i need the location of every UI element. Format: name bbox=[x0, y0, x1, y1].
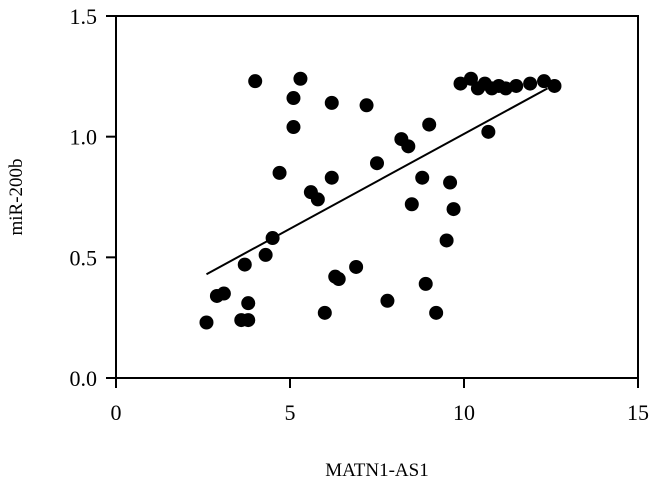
data-point bbox=[241, 313, 256, 328]
fit-line-group bbox=[206, 87, 548, 276]
data-point bbox=[199, 315, 214, 330]
data-point bbox=[380, 293, 395, 308]
data-point bbox=[349, 259, 364, 274]
data-point bbox=[453, 76, 468, 91]
y-tick-label: 0.5 bbox=[70, 245, 98, 270]
data-point bbox=[324, 170, 339, 185]
data-point bbox=[523, 76, 538, 91]
data-point bbox=[237, 257, 252, 272]
data-point bbox=[422, 117, 437, 132]
data-point bbox=[401, 139, 416, 154]
data-point bbox=[241, 296, 256, 311]
x-axis-ticks: 0 5 10 15 bbox=[111, 378, 649, 425]
data-points bbox=[199, 71, 562, 330]
data-point bbox=[359, 98, 374, 113]
plot-frame bbox=[115, 15, 639, 379]
data-point bbox=[446, 202, 461, 217]
data-point bbox=[418, 276, 433, 291]
fit-line bbox=[206, 87, 548, 276]
y-tick-label: 0.0 bbox=[70, 366, 98, 391]
data-point bbox=[547, 78, 562, 93]
data-point bbox=[286, 120, 301, 135]
data-point bbox=[463, 71, 478, 86]
data-point bbox=[286, 91, 301, 106]
x-axis-title: MATN1-AS1 bbox=[325, 460, 428, 481]
x-tick-label: 5 bbox=[285, 400, 296, 425]
data-point bbox=[310, 192, 325, 207]
data-point bbox=[258, 247, 273, 262]
x-tick-label: 15 bbox=[627, 400, 649, 425]
y-axis-ticks: 0.0 0.5 1.0 1.5 bbox=[70, 4, 116, 391]
data-point bbox=[293, 71, 308, 86]
data-point bbox=[317, 305, 332, 320]
data-point bbox=[498, 81, 513, 96]
data-point bbox=[429, 305, 444, 320]
x-tick-label: 10 bbox=[453, 400, 475, 425]
y-tick-label: 1.0 bbox=[70, 125, 98, 150]
x-tick-label: 0 bbox=[111, 400, 122, 425]
data-point bbox=[443, 175, 458, 190]
data-point bbox=[537, 74, 552, 89]
y-tick-label: 1.5 bbox=[70, 4, 98, 29]
data-point bbox=[216, 286, 231, 301]
data-point bbox=[509, 78, 524, 93]
data-point bbox=[415, 170, 430, 185]
data-point bbox=[370, 156, 384, 171]
data-point bbox=[439, 233, 454, 248]
data-point bbox=[272, 165, 287, 180]
data-point bbox=[331, 272, 346, 287]
data-point bbox=[404, 197, 419, 212]
data-point bbox=[324, 95, 339, 110]
data-point bbox=[481, 124, 496, 139]
y-axis-title: miR-200b bbox=[6, 158, 27, 235]
data-point bbox=[248, 74, 263, 89]
